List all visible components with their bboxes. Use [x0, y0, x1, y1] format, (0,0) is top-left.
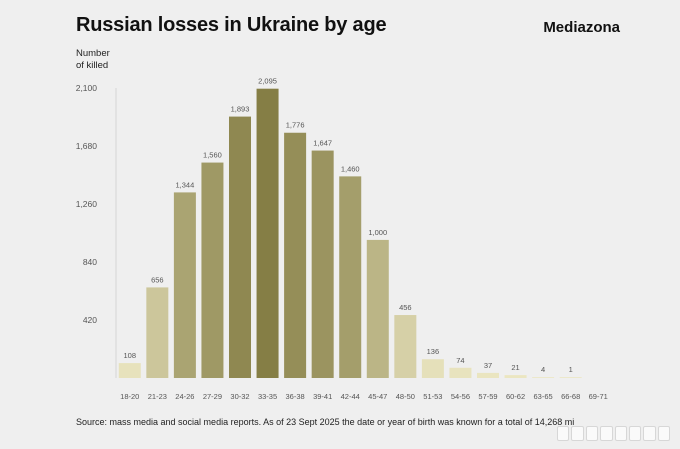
x-tick-label: 39-41: [313, 392, 332, 401]
bar: [339, 176, 362, 378]
bar-value-label: 74: [456, 356, 464, 365]
y-tick-label: 2,100: [76, 83, 98, 93]
x-tick-label: 63-65: [534, 392, 553, 401]
x-tick-label: 57-59: [478, 392, 497, 401]
brand-logo: Mediazona: [543, 19, 620, 36]
bar-value-label: 456: [399, 303, 412, 312]
bar-value-label: 1,647: [313, 139, 332, 148]
x-tick-label: 18-20: [120, 392, 139, 401]
bar-value-label: 1,893: [231, 105, 250, 114]
y-tick-label: 840: [83, 257, 97, 267]
bar-value-label: 4: [541, 365, 545, 374]
x-tick-label: 21-23: [148, 392, 167, 401]
chart-title: Russian losses in Ukraine by age: [76, 14, 387, 36]
source-note: Source: mass media and social media repo…: [76, 417, 575, 427]
bar: [201, 162, 224, 378]
x-tick-label: 66-68: [561, 392, 580, 401]
bar-value-label: 108: [124, 351, 137, 360]
bar-value-label: 37: [484, 361, 492, 370]
y-tick-label: 420: [83, 315, 97, 325]
x-tick-label: 36-38: [286, 392, 305, 401]
x-tick-label: 33-35: [258, 392, 277, 401]
x-tick-label: 27-29: [203, 392, 222, 401]
bar-value-label: 1,460: [341, 164, 360, 173]
bar: [256, 88, 279, 378]
y-axis-label: Number of killed: [76, 48, 110, 71]
x-tick-label: 69-71: [589, 392, 608, 401]
x-tick-label: 51-53: [423, 392, 442, 401]
x-tick-label: 54-56: [451, 392, 470, 401]
bar-value-label: 1,560: [203, 151, 222, 160]
x-tick-label: 45-47: [368, 392, 387, 401]
bar: [394, 315, 417, 378]
bar-value-label: 136: [427, 347, 440, 356]
y-tick-label: 1,260: [76, 199, 98, 209]
x-tick-label: 30-32: [230, 392, 249, 401]
x-tick-label: 60-62: [506, 392, 525, 401]
y-tick-label: 1,680: [76, 141, 98, 151]
bar-value-label: 1: [569, 365, 573, 374]
watermark-overlay: [557, 426, 670, 441]
bar: [229, 116, 251, 378]
bar: [118, 363, 141, 378]
bar: [421, 359, 444, 378]
x-tick-label: 42-44: [341, 392, 360, 401]
bar: [146, 287, 169, 378]
bar: [559, 377, 582, 378]
bar: [311, 150, 334, 378]
bar: [532, 377, 555, 378]
bar: [284, 132, 307, 378]
bar-value-label: 1,344: [175, 180, 194, 189]
bar-value-label: 656: [151, 275, 164, 284]
x-tick-label: 24-26: [175, 392, 194, 401]
bar-value-label: 2,095: [258, 77, 277, 86]
bar-value-label: 21: [511, 363, 519, 372]
bar: [366, 239, 389, 378]
bar: [173, 192, 196, 378]
bar-value-label: 1,776: [286, 121, 305, 130]
x-tick-label: 48-50: [396, 392, 415, 401]
bar: [477, 372, 499, 378]
bar: [449, 367, 472, 378]
bar-value-label: 1,000: [368, 228, 387, 237]
bar: [504, 375, 527, 378]
